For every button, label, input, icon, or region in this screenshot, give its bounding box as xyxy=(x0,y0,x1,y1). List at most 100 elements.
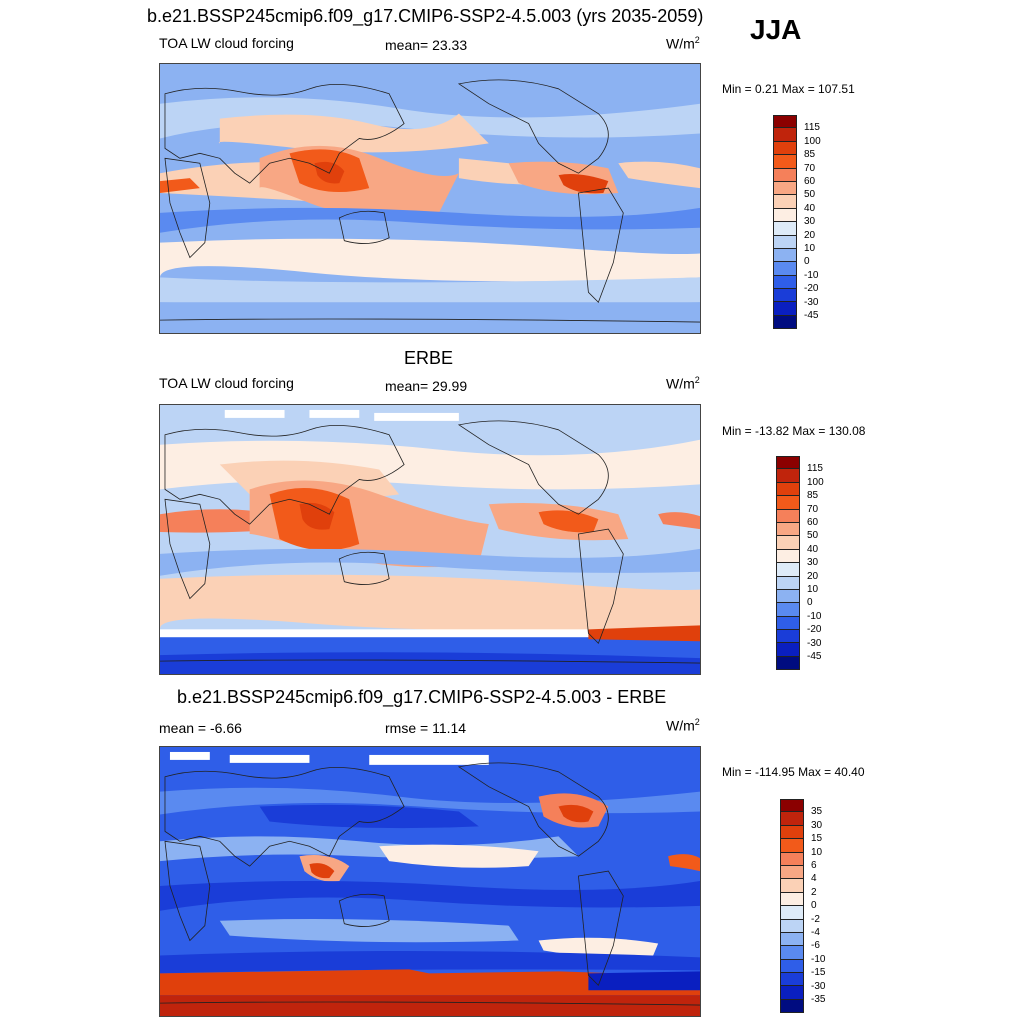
colorbar-tick-label: 20 xyxy=(804,229,816,241)
colorbar-tick-label: 50 xyxy=(804,189,816,201)
colorbar-swatch xyxy=(776,603,800,617)
panel1-mean: mean= 23.33 xyxy=(385,37,468,53)
colorbar-swatch xyxy=(776,656,800,671)
colorbar-swatch xyxy=(776,522,800,537)
colorbar-tick-label: 50 xyxy=(807,530,819,542)
colorbar-tick-label: 40 xyxy=(804,202,816,214)
colorbar-tick-label: -45 xyxy=(807,651,822,662)
colorbar-tick-label: 15 xyxy=(811,833,823,845)
colorbar-tick-label: 20 xyxy=(807,570,819,582)
colorbar-swatch xyxy=(780,839,804,853)
colorbar-swatch xyxy=(780,852,804,866)
panel2-minmax: Min = -13.82 Max = 130.08 xyxy=(722,424,866,438)
colorbar-swatch xyxy=(780,812,804,826)
colorbar-tick-label: 10 xyxy=(807,584,819,595)
colorbar-tick-label: -35 xyxy=(811,994,826,1005)
colorbar-swatch xyxy=(773,222,797,236)
colorbar-tick-label: 85 xyxy=(807,490,819,502)
panel3-title: b.e21.BSSP245cmip6.f09_g17.CMIP6-SSP2-4.… xyxy=(177,687,667,707)
colorbar-swatch xyxy=(780,932,804,947)
colorbar-swatch xyxy=(776,509,800,523)
colorbar-tick-label: 2 xyxy=(811,886,817,898)
colorbar-tick-label: 70 xyxy=(807,503,819,515)
colorbar-tick-label: -30 xyxy=(804,296,819,308)
panel1-map xyxy=(159,63,701,334)
colorbar-tick-label: 0 xyxy=(807,597,813,609)
colorbar-tick-label: -30 xyxy=(807,637,822,649)
season-label: JJA xyxy=(750,14,802,45)
colorbar-swatch xyxy=(773,302,797,316)
colorbar-swatch xyxy=(776,643,800,657)
colorbar-swatch xyxy=(773,141,797,156)
colorbar-swatch xyxy=(780,865,804,880)
panel1-unit: W/m2 xyxy=(666,35,700,52)
colorbar-tick-label: -10 xyxy=(811,953,826,965)
panel1-variable-label: TOA LW cloud forcing xyxy=(159,35,294,51)
colorbar-swatch xyxy=(776,576,800,590)
colorbar-swatch xyxy=(773,208,797,223)
colorbar-swatch xyxy=(776,630,800,644)
colorbar-swatch xyxy=(780,999,804,1014)
colorbar-swatch xyxy=(780,892,804,907)
panel2-variable-label: TOA LW cloud forcing xyxy=(159,375,294,391)
colorbar-swatch xyxy=(773,315,797,330)
panel2-map xyxy=(159,404,701,675)
colorbar-tick-label: -20 xyxy=(804,283,819,295)
panel3-rmse: rmse = 11.14 xyxy=(385,720,467,736)
colorbar-tick-label: 0 xyxy=(811,900,817,912)
colorbar-tick-label: -45 xyxy=(804,310,819,321)
panel2-unit: W/m2 xyxy=(666,375,700,392)
colorbar-swatch xyxy=(773,262,797,276)
colorbar-tick-label: 100 xyxy=(804,135,821,147)
colorbar-tick-label: 30 xyxy=(807,557,819,569)
colorbar-swatch xyxy=(776,589,800,604)
colorbar-swatch xyxy=(776,536,800,550)
colorbar-tick-label: 30 xyxy=(811,819,823,831)
colorbar-swatch xyxy=(776,469,800,483)
colorbar-swatch xyxy=(773,168,797,182)
colorbar-tick-label: 70 xyxy=(804,162,816,174)
colorbar-tick-label: 30 xyxy=(804,216,816,228)
colorbar-tick-label: -2 xyxy=(811,913,820,925)
colorbar-tick-label: 115 xyxy=(807,463,823,475)
colorbar-swatch xyxy=(773,128,797,142)
colorbar-tick-label: -10 xyxy=(804,269,819,281)
colorbar-swatch xyxy=(776,482,800,497)
colorbar-swatch xyxy=(780,919,804,933)
colorbar-tick-label: 6 xyxy=(811,860,817,871)
colorbar-swatch xyxy=(780,879,804,893)
colorbar-tick-label: -30 xyxy=(811,980,826,992)
colorbar-swatch xyxy=(773,275,797,290)
colorbar-swatch xyxy=(780,986,804,1000)
panel3-unit: W/m2 xyxy=(666,717,700,734)
colorbar-tick-label: 10 xyxy=(804,243,816,254)
colorbar-tick-label: 4 xyxy=(811,873,817,885)
colorbar-swatch xyxy=(780,799,804,813)
colorbar-tick-label: 35 xyxy=(811,806,823,818)
colorbar-swatch xyxy=(780,825,804,840)
colorbar-swatch xyxy=(773,248,797,263)
colorbar-tick-label: 100 xyxy=(807,476,824,488)
colorbar-swatch xyxy=(776,563,800,577)
colorbar-swatch xyxy=(780,959,804,974)
colorbar-swatch xyxy=(773,195,797,209)
colorbar-swatch xyxy=(773,181,797,196)
panel3-minmax: Min = -114.95 Max = 40.40 xyxy=(722,765,865,779)
colorbar-swatch xyxy=(780,973,804,987)
colorbar-tick-label: -6 xyxy=(811,940,820,952)
colorbar-swatch xyxy=(776,456,800,470)
panel3-map xyxy=(159,746,701,1017)
colorbar-tick-label: -15 xyxy=(811,967,826,979)
colorbar-swatch xyxy=(776,549,800,564)
colorbar-tick-label: 10 xyxy=(811,846,823,858)
panel1-minmax: Min = 0.21 Max = 107.51 xyxy=(722,82,855,96)
colorbar-tick-label: 60 xyxy=(807,517,819,528)
panel3-mean: mean = -6.66 xyxy=(159,720,242,736)
colorbar-tick-label: -20 xyxy=(807,624,822,636)
panel2-title: ERBE xyxy=(404,348,454,368)
colorbar-swatch xyxy=(780,946,804,960)
colorbar-swatch xyxy=(780,906,804,920)
colorbar-swatch xyxy=(773,115,797,129)
colorbar-tick-label: 60 xyxy=(804,176,816,187)
colorbar-swatch xyxy=(773,289,797,303)
